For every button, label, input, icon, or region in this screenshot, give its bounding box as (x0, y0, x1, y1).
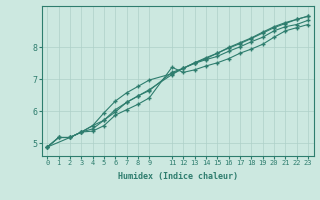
X-axis label: Humidex (Indice chaleur): Humidex (Indice chaleur) (118, 172, 237, 181)
